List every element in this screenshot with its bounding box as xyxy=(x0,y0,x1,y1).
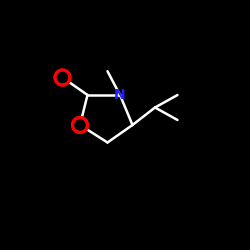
Circle shape xyxy=(56,71,69,84)
Text: N: N xyxy=(114,88,126,102)
Circle shape xyxy=(74,119,86,131)
